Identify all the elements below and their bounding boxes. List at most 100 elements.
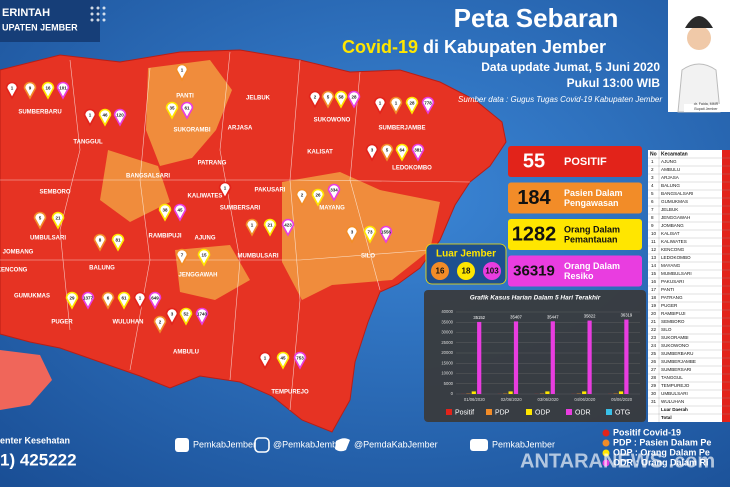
pin xyxy=(180,101,194,120)
table-cell: 15 xyxy=(651,271,657,276)
stat-value: 1282 xyxy=(512,223,557,245)
pin-value: 64 xyxy=(399,148,405,153)
y-tick-label: 30000 xyxy=(441,330,453,335)
map-region xyxy=(282,172,440,300)
update-date: Data update Jumat, 5 Juni 2020 xyxy=(481,60,660,74)
pin-value: 5 xyxy=(39,216,42,221)
legend-swatch xyxy=(606,409,612,415)
pin xyxy=(41,81,55,100)
stat-label: Pengawasan xyxy=(564,198,619,208)
stat-label: POSITIF xyxy=(564,156,607,168)
pin xyxy=(405,96,419,115)
bar xyxy=(477,321,482,394)
pin xyxy=(295,188,309,207)
table-cell: 18 xyxy=(651,295,657,300)
pin-value: 1 xyxy=(395,101,398,106)
table-cell: 7 xyxy=(651,207,654,212)
table-cell: Total xyxy=(661,415,672,420)
table-cell: 26 xyxy=(651,359,657,364)
pin-value: 9 xyxy=(29,86,32,91)
pin-value: 52 xyxy=(183,312,189,317)
y-tick-label: 10000 xyxy=(441,371,453,376)
district-label: TANGGUL xyxy=(73,140,103,146)
bar xyxy=(624,319,629,394)
district-label: SUMBERJAMBE xyxy=(378,126,425,132)
update-time: Pukul 13:00 WIB xyxy=(567,76,661,90)
district-label: MAYANG xyxy=(319,206,345,212)
table-cell: SILO xyxy=(661,327,672,332)
table-cell: SUMBERSARI xyxy=(661,367,691,372)
legend-marker xyxy=(602,449,610,457)
legend-swatch xyxy=(446,409,452,415)
pin xyxy=(281,218,295,237)
pin xyxy=(117,291,131,310)
table-cell: 14 xyxy=(651,263,657,268)
legend-label: ODR : Orang Dalam Ri xyxy=(613,457,709,467)
x-tick-label: 03/06/2020 xyxy=(538,397,560,402)
pin-value: 101 xyxy=(59,86,67,91)
logo-dots xyxy=(90,6,106,22)
pin-value: 45 xyxy=(280,356,286,361)
pin xyxy=(395,143,409,162)
table-cell: 9 xyxy=(651,223,654,228)
table-header: Kecamatan xyxy=(661,151,688,157)
luar-jember-title: Luar Jember xyxy=(436,249,496,260)
luar-jember-marker xyxy=(483,262,501,280)
district-label: ARJASA xyxy=(228,126,253,132)
bar xyxy=(471,391,476,394)
stat-box xyxy=(508,255,642,287)
pin-value: 5 xyxy=(327,95,330,100)
legend-label: PDP xyxy=(495,409,510,416)
instagram-icon xyxy=(254,437,270,453)
contact-phone: 1) 425222 xyxy=(0,450,77,469)
pin xyxy=(65,291,79,310)
bar xyxy=(513,321,519,394)
subtitle-rest: di Kabupaten Jember xyxy=(423,37,606,57)
y-tick-label: 20000 xyxy=(441,350,453,355)
legend-label: ODP : Orang Dalam Pe xyxy=(613,447,710,457)
table-cell: 6 xyxy=(651,199,654,204)
pin xyxy=(334,90,348,109)
pin-value: 1740 xyxy=(197,312,208,317)
district-label: SILO xyxy=(361,254,375,260)
pin-value: 1 xyxy=(251,223,254,228)
map-borders xyxy=(0,51,471,411)
table-cell: 12 xyxy=(651,247,657,252)
pin-value: 26 xyxy=(315,193,321,198)
table-cell: 29 xyxy=(651,383,657,388)
luar-jember-value: 103 xyxy=(485,267,499,276)
stat-label: Pasien Dalam xyxy=(564,188,623,198)
pin-value: 28 xyxy=(409,101,415,106)
table-cell: PUGER xyxy=(661,303,678,308)
luar-jember-marker xyxy=(457,262,475,280)
pin xyxy=(101,291,115,310)
district-label: JOMBANG xyxy=(3,250,34,256)
pin-value: 1377 xyxy=(83,296,94,301)
district-label: SUMBERBARU xyxy=(18,110,61,116)
table-header: No xyxy=(650,151,657,157)
pin xyxy=(23,81,37,100)
table-cell: MUMBULSARI xyxy=(661,271,692,276)
instagram: @PemkabJember xyxy=(273,439,345,449)
contact-label: enter Kesehatan xyxy=(0,435,70,445)
pin xyxy=(263,218,277,237)
pin-value: 16 xyxy=(45,86,51,91)
facebook-icon xyxy=(175,438,189,452)
district-label: PANTI xyxy=(176,94,194,100)
pin xyxy=(411,143,425,162)
pin-value: 120 xyxy=(116,113,124,118)
pin-value: 35 xyxy=(169,106,175,111)
pin-value: 1 xyxy=(89,113,92,118)
pin xyxy=(175,63,189,82)
pin xyxy=(175,248,189,267)
pin-value: 15 xyxy=(201,253,207,258)
pin-value: 1 xyxy=(139,296,142,301)
district-label: KENCONG xyxy=(0,268,28,274)
table-cell: UMBULSARI xyxy=(661,391,688,396)
twitter: @PemdaKabJember xyxy=(354,439,438,449)
legend-marker xyxy=(602,439,610,447)
legend-label: Positif xyxy=(455,409,474,416)
district-label: KALISAT xyxy=(307,150,333,156)
youtube: PemkabJember xyxy=(492,439,555,449)
stat-label: Pemantauan xyxy=(564,234,618,244)
